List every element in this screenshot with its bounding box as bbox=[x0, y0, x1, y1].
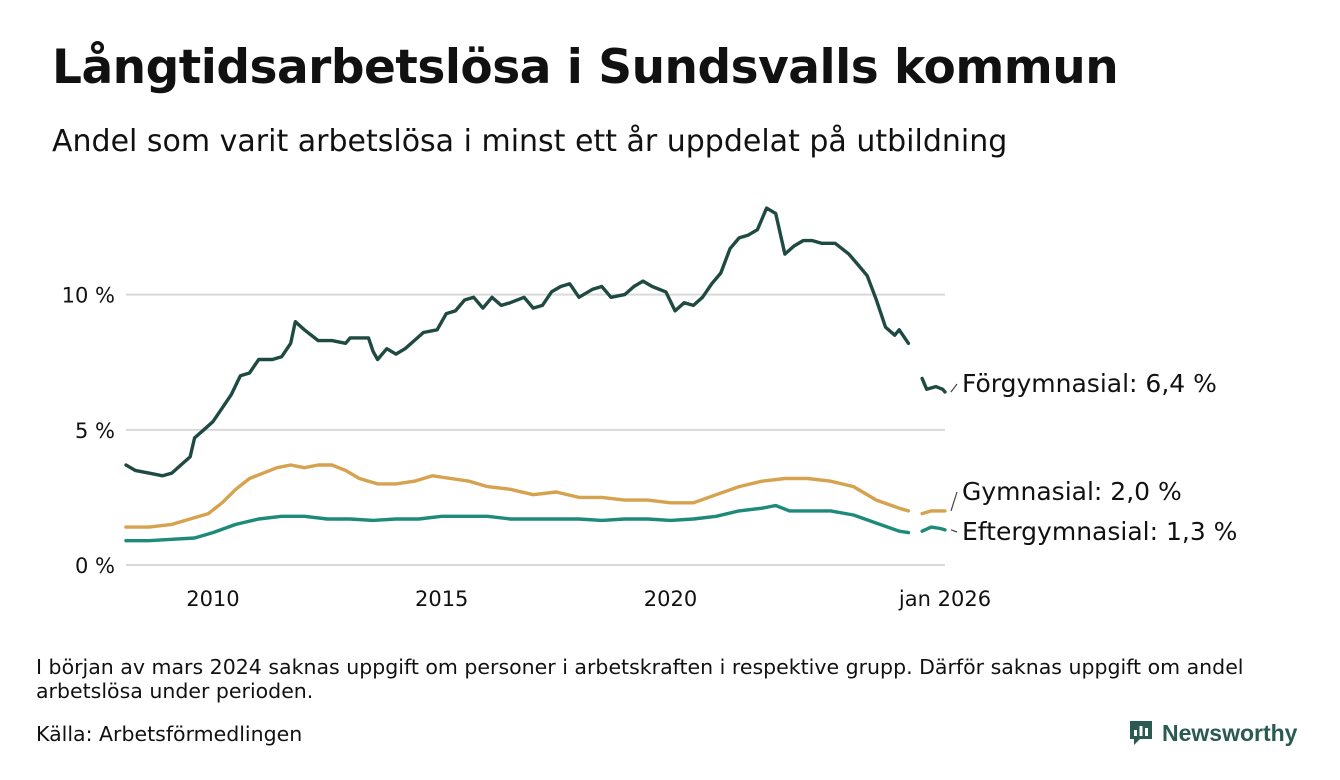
y-axis-labels: 0 % 5 % 10 % bbox=[62, 284, 115, 578]
footnote: I början av mars 2024 saknas uppgift om … bbox=[36, 655, 1244, 703]
series-end-labels: Förgymnasial: 6,4 % Gymnasial: 2,0 % Efter… bbox=[950, 369, 1237, 546]
chart-title: Långtidsarbetslösa i Sundsvalls kommun bbox=[52, 40, 1119, 95]
series-label-gymnasial: Gymnasial: 2,0 % bbox=[962, 477, 1182, 506]
leader-line bbox=[950, 529, 958, 533]
y-tick-label: 0 % bbox=[75, 554, 115, 578]
brand-name: Newsworthy bbox=[1162, 719, 1298, 746]
bar-chart-speech-bubble-icon bbox=[1130, 721, 1152, 745]
leader-line bbox=[950, 491, 958, 512]
source-credit: Källa: Arbetsförmedlingen bbox=[36, 722, 303, 746]
series-line-eftergymnasial bbox=[124, 503, 947, 543]
x-axis-labels: 2010 2015 2020 jan 2026 bbox=[186, 587, 991, 611]
chart-subtitle: Andel som varit arbetslösa i minst ett å… bbox=[52, 124, 1008, 159]
y-tick-label: 5 % bbox=[75, 419, 115, 443]
x-tick-label: 2015 bbox=[415, 587, 468, 611]
leader-line bbox=[950, 383, 958, 393]
x-tick-label: jan 2026 bbox=[898, 587, 991, 611]
line-chart: 0 % 5 % 10 % 2010 2015 2020 jan 2026 Förgymna… bbox=[62, 206, 1237, 611]
x-tick-label: 2020 bbox=[644, 587, 697, 611]
y-tick-label: 10 % bbox=[62, 284, 115, 308]
gridlines bbox=[126, 293, 945, 566]
newsworthy-logo: Newsworthy bbox=[1128, 717, 1297, 749]
series-line-gymnasial bbox=[124, 463, 947, 529]
series-lines bbox=[124, 206, 947, 543]
series-line-forgymnasial bbox=[124, 206, 947, 478]
series-label-forgymnasial: Förgymnasial: 6,4 % bbox=[962, 369, 1217, 398]
x-tick-label: 2010 bbox=[186, 587, 239, 611]
series-label-eftergymnasial: Eftergymnasial: 1,3 % bbox=[962, 517, 1237, 546]
